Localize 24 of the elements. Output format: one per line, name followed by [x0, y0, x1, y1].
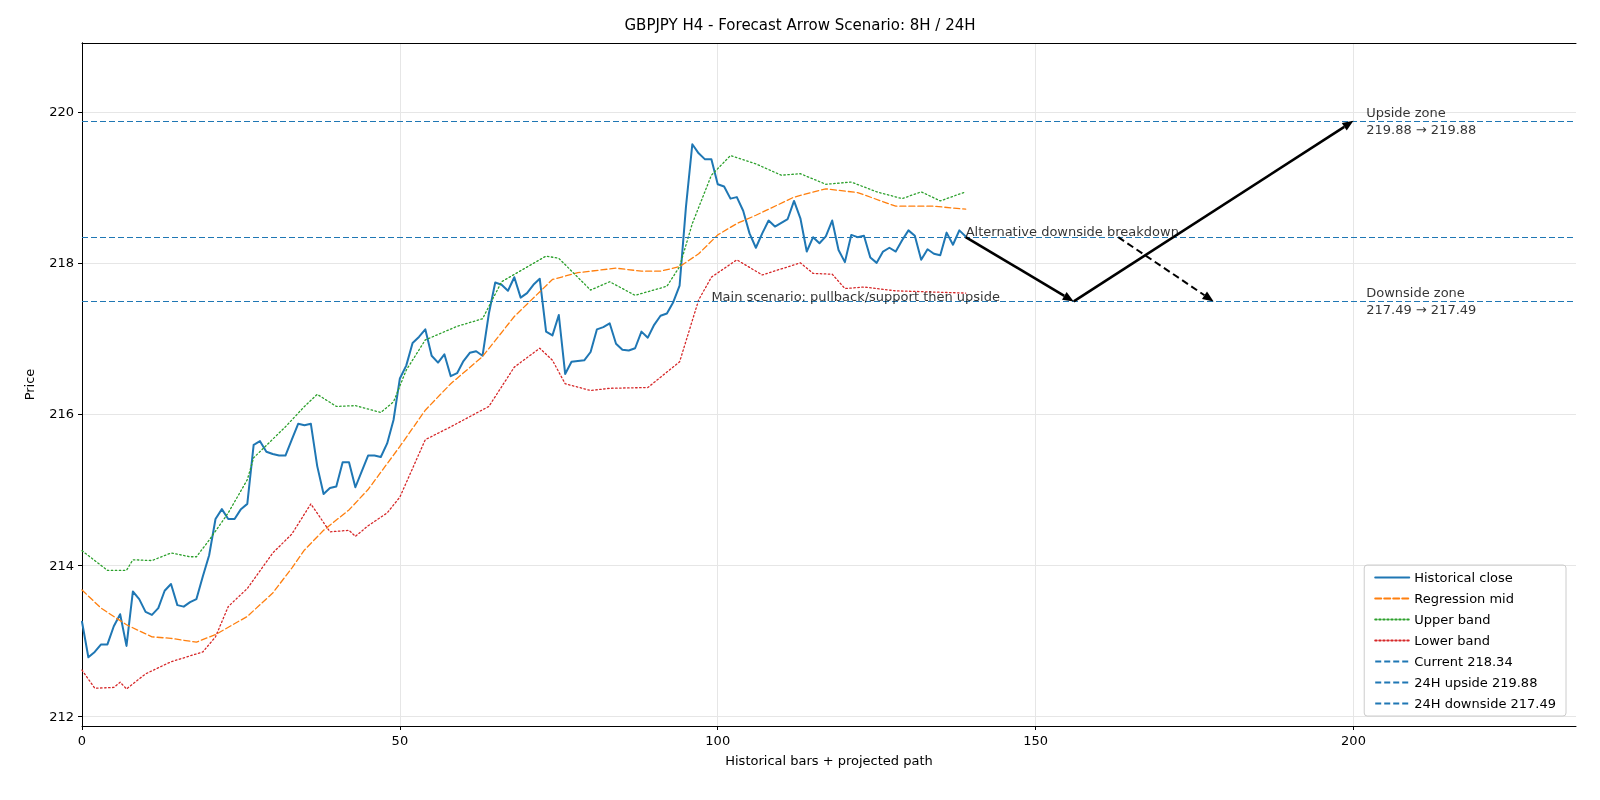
legend-label: Lower band: [1414, 633, 1491, 648]
x-tick-label: 50: [391, 733, 409, 748]
y-tick-label: 220: [49, 104, 74, 120]
annotation: Main scenario: pullback/support then upside: [711, 289, 1000, 305]
annotation: Upside zone 219.88 → 219.88: [1366, 104, 1477, 137]
y-tick-label: 214: [49, 557, 74, 573]
legend-label: 24H downside 217.49: [1414, 696, 1556, 711]
x-tick-label: 0: [77, 733, 87, 748]
x-tick-label: 150: [1023, 733, 1049, 748]
x-tick-label: 200: [1341, 733, 1366, 748]
chart-title: GBPJPY H4 - Forecast Arrow Scenario: 8H / 24H: [624, 15, 976, 34]
y-tick-label: 218: [49, 255, 74, 271]
legend-label: Current 218.34: [1414, 654, 1513, 669]
y-tick-label: 212: [49, 708, 74, 724]
legend-label: 24H upside 219.88: [1414, 675, 1538, 690]
legend-label: Upper band: [1414, 612, 1491, 627]
annotation: Downside zone 217.49 → 217.49: [1366, 285, 1477, 318]
legend-label: Historical close: [1414, 570, 1513, 585]
legend-label: Regression mid: [1414, 591, 1514, 606]
x-tick-label: 100: [705, 733, 731, 748]
annotation: Alternative downside breakdown: [965, 223, 1179, 239]
x-axis-title: Historical bars + projected path: [725, 753, 933, 768]
y-tick-label: 216: [49, 406, 74, 422]
y-axis-title: Price: [22, 368, 37, 401]
